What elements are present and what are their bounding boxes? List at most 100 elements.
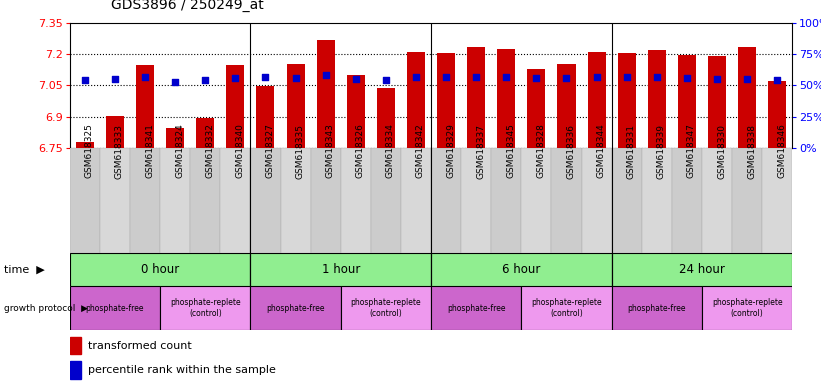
Point [500, 74, 513, 80]
Bar [491, 148, 521, 253]
Bar [310, 148, 341, 253]
Text: growth protocol  ▶: growth protocol ▶ [4, 304, 88, 313]
Text: phosphate-free: phosphate-free [627, 304, 686, 313]
Point [78, 78, 91, 84]
Bar [136, 65, 154, 148]
Point [439, 74, 452, 80]
Text: GSM618326: GSM618326 [355, 124, 365, 179]
Point [139, 74, 152, 80]
Text: GDS3896 / 250249_at: GDS3896 / 250249_at [111, 0, 264, 12]
Bar [70, 286, 160, 330]
Text: phosphate-replete
(control): phosphate-replete (control) [712, 298, 782, 318]
Point [620, 74, 633, 80]
Text: GSM618332: GSM618332 [205, 124, 214, 179]
Text: phosphate-replete
(control): phosphate-replete (control) [351, 298, 421, 318]
Bar [407, 52, 425, 148]
Bar [437, 53, 455, 148]
Text: GSM618336: GSM618336 [566, 124, 576, 179]
Text: GSM618325: GSM618325 [85, 124, 94, 179]
Bar [166, 128, 184, 148]
Bar [160, 286, 250, 330]
Bar [557, 64, 576, 148]
Text: GSM618337: GSM618337 [476, 124, 485, 179]
Point [710, 76, 723, 82]
Text: phosphate-free: phosphate-free [447, 304, 506, 313]
Point [349, 76, 362, 82]
Text: GSM618343: GSM618343 [326, 124, 335, 179]
Bar [738, 47, 756, 148]
Text: GSM618334: GSM618334 [386, 124, 395, 179]
Point [530, 75, 543, 81]
Bar [702, 286, 792, 330]
Bar [281, 148, 310, 253]
Bar [70, 337, 80, 354]
Bar [250, 286, 341, 330]
Bar [708, 56, 726, 148]
Text: GSM618330: GSM618330 [717, 124, 726, 179]
Bar [377, 88, 395, 148]
Bar [227, 65, 245, 148]
Point [379, 78, 392, 84]
Bar [106, 116, 124, 148]
Bar [467, 47, 485, 148]
Bar [130, 148, 160, 253]
Bar [250, 148, 281, 253]
Bar [498, 49, 516, 148]
Point [590, 74, 603, 80]
Text: phosphate-replete
(control): phosphate-replete (control) [531, 298, 602, 318]
Text: GSM618333: GSM618333 [115, 124, 124, 179]
Point [741, 76, 754, 82]
Bar [70, 361, 80, 379]
Text: 0 hour: 0 hour [141, 263, 179, 276]
Point [289, 75, 302, 81]
Bar [287, 64, 305, 148]
Bar [220, 148, 250, 253]
Bar [672, 148, 702, 253]
Text: phosphate-free: phosphate-free [85, 304, 144, 313]
Bar [346, 75, 365, 148]
Bar [581, 148, 612, 253]
Bar [612, 253, 792, 286]
Point [650, 74, 663, 80]
Bar [250, 253, 431, 286]
Bar [732, 148, 762, 253]
Text: GSM618342: GSM618342 [416, 124, 425, 179]
Bar [431, 148, 461, 253]
Bar [190, 148, 220, 253]
Text: GSM618324: GSM618324 [175, 124, 184, 179]
Point [771, 78, 784, 84]
Bar [70, 148, 100, 253]
Bar [100, 148, 130, 253]
Point [108, 76, 122, 82]
Bar [527, 69, 545, 148]
Bar [678, 55, 696, 148]
Point [410, 74, 423, 80]
Text: GSM618338: GSM618338 [747, 124, 756, 179]
Text: 6 hour: 6 hour [502, 263, 540, 276]
Text: transformed count: transformed count [88, 341, 191, 351]
Bar [617, 53, 635, 148]
Point [168, 79, 181, 85]
Text: GSM618329: GSM618329 [446, 124, 455, 179]
Text: GSM618339: GSM618339 [657, 124, 666, 179]
Bar [371, 148, 401, 253]
Bar [160, 148, 190, 253]
Bar [612, 286, 702, 330]
Text: GSM618335: GSM618335 [296, 124, 305, 179]
Text: GSM618341: GSM618341 [145, 124, 154, 179]
Text: phosphate-replete
(control): phosphate-replete (control) [170, 298, 241, 318]
Bar [317, 40, 335, 148]
Point [560, 75, 573, 81]
Text: phosphate-free: phosphate-free [266, 304, 325, 313]
Bar [648, 50, 666, 148]
Bar [196, 118, 214, 148]
Bar [762, 148, 792, 253]
Text: GSM618328: GSM618328 [536, 124, 545, 179]
Point [470, 74, 483, 80]
Text: 24 hour: 24 hour [679, 263, 725, 276]
Bar [521, 148, 552, 253]
Bar [612, 148, 642, 253]
Text: 1 hour: 1 hour [322, 263, 360, 276]
Text: GSM618345: GSM618345 [507, 124, 516, 179]
Bar [341, 286, 431, 330]
